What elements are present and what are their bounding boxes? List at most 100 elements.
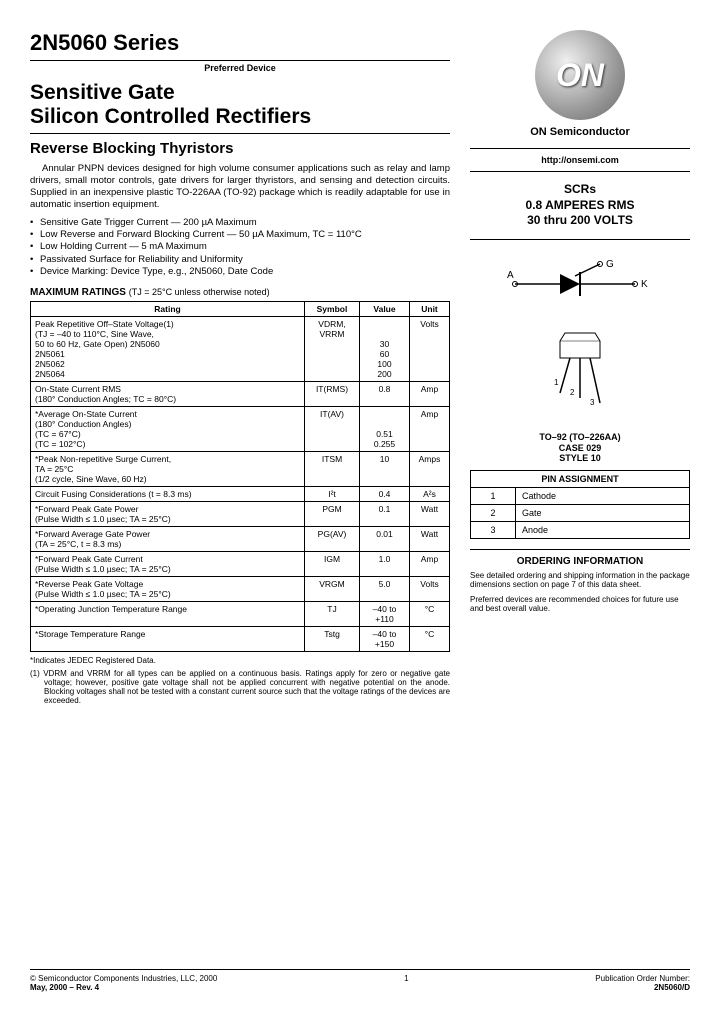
- bullet-item: Sensitive Gate Trigger Current — 200 µA …: [30, 217, 450, 229]
- pin-num: 3: [471, 522, 516, 539]
- symbol-cell: VRGM: [305, 576, 360, 601]
- value-cell: –40 to +110: [360, 601, 410, 626]
- rating-cell: *Peak Non-repetitive Surge Current, TA =…: [31, 451, 305, 486]
- page-number: 1: [404, 974, 408, 992]
- table-row: Circuit Fusing Considerations (t = 8.3 m…: [31, 486, 450, 501]
- url-link[interactable]: http://onsemi.com: [470, 148, 690, 172]
- rating-cell: *Forward Peak Gate Current (Pulse Width …: [31, 551, 305, 576]
- pkg-line3: STYLE 10: [470, 453, 690, 464]
- main-title: Sensitive Gate Silicon Controlled Rectif…: [30, 81, 450, 134]
- subtitle: Reverse Blocking Thyristors: [30, 140, 450, 157]
- unit-cell: Amp: [410, 406, 450, 451]
- rating-cell: *Reverse Peak Gate Voltage (Pulse Width …: [31, 576, 305, 601]
- left-column: 2N5060 Series Preferred Device Sensitive…: [30, 30, 450, 705]
- svg-text:2: 2: [570, 388, 575, 397]
- ratings-table: Rating Symbol Value Unit Peak Repetitive…: [30, 301, 450, 652]
- pin-header: PIN ASSIGNMENT: [471, 471, 690, 488]
- value-cell: 1.0: [360, 551, 410, 576]
- unit-cell: Watt: [410, 526, 450, 551]
- value-cell: 10: [360, 451, 410, 486]
- table-row: Peak Repetitive Off–State Voltage(1) (TJ…: [31, 316, 450, 381]
- pin-name: Cathode: [516, 488, 690, 505]
- rating-cell: *Forward Peak Gate Power (Pulse Width ≤ …: [31, 501, 305, 526]
- symbol-cell: PGM: [305, 501, 360, 526]
- logo-label: ON Semiconductor: [470, 126, 690, 138]
- cathode-label: K: [641, 279, 648, 290]
- value-cell: –40 to +150: [360, 626, 410, 651]
- ordering-text: See detailed ordering and shipping infor…: [470, 571, 690, 589]
- pub-number: 2N5060/D: [595, 983, 690, 992]
- on-logo-icon: ON: [535, 30, 625, 120]
- table-row: *Average On-State Current (180° Conducti…: [31, 406, 450, 451]
- intro-paragraph: Annular PNPN devices designed for high v…: [30, 163, 450, 211]
- svg-text:1: 1: [554, 378, 559, 387]
- symbol-cell: VDRM, VRRM: [305, 316, 360, 381]
- unit-cell: Amp: [410, 381, 450, 406]
- rating-cell: *Operating Junction Temperature Range: [31, 601, 305, 626]
- unit-cell: Amps: [410, 451, 450, 486]
- pkg-line1: TO–92 (TO–226AA): [470, 432, 690, 443]
- symbol-cell: IT(AV): [305, 406, 360, 451]
- gate-label: G: [606, 259, 614, 270]
- footnote-1: (1) VDRM and VRRM for all types can be a…: [30, 669, 450, 705]
- bullet-item: Low Holding Current — 5 mA Maximum: [30, 241, 450, 253]
- footnote-star: *Indicates JEDEC Registered Data.: [30, 656, 450, 665]
- col-rating: Rating: [31, 301, 305, 316]
- scr-symbol-diagram: A K G: [470, 254, 690, 309]
- table-row: 3Anode: [471, 522, 690, 539]
- anode-label: A: [507, 270, 514, 281]
- symbol-cell: IT(RMS): [305, 381, 360, 406]
- preferred-label: Preferred Device: [30, 63, 450, 73]
- table-row: *Forward Peak Gate Power (Pulse Width ≤ …: [31, 501, 450, 526]
- pin-table: PIN ASSIGNMENT 1Cathode 2Gate 3Anode: [470, 470, 690, 539]
- package-label: TO–92 (TO–226AA) CASE 029 STYLE 10: [470, 432, 690, 464]
- package-drawing: 1 2 3: [470, 323, 690, 418]
- table-row: *Storage Temperature RangeTstg–40 to +15…: [31, 626, 450, 651]
- value-cell: 30 60 100 200: [360, 316, 410, 381]
- unit-cell: Volts: [410, 576, 450, 601]
- unit-cell: Amp: [410, 551, 450, 576]
- symbol-cell: PG(AV): [305, 526, 360, 551]
- rating-cell: *Average On-State Current (180° Conducti…: [31, 406, 305, 451]
- col-unit: Unit: [410, 301, 450, 316]
- table-row: On-State Current RMS (180° Conduction An…: [31, 381, 450, 406]
- symbol-cell: TJ: [305, 601, 360, 626]
- symbol-cell: I²t: [305, 486, 360, 501]
- ordering-heading: ORDERING INFORMATION: [470, 549, 690, 567]
- table-row: *Forward Peak Gate Current (Pulse Width …: [31, 551, 450, 576]
- pin-num: 2: [471, 505, 516, 522]
- rating-cell: *Storage Temperature Range: [31, 626, 305, 651]
- symbol-cell: IGM: [305, 551, 360, 576]
- preferred-text: Preferred devices are recommended choice…: [470, 595, 690, 613]
- ratings-title: MAXIMUM RATINGS: [30, 287, 126, 298]
- rating-cell: Peak Repetitive Off–State Voltage(1) (TJ…: [31, 316, 305, 381]
- feature-bullets: Sensitive Gate Trigger Current — 200 µA …: [30, 217, 450, 279]
- pin-name: Gate: [516, 505, 690, 522]
- unit-cell: °C: [410, 626, 450, 651]
- table-row: *Forward Average Gate Power (TA = 25°C, …: [31, 526, 450, 551]
- rating-cell: Circuit Fusing Considerations (t = 8.3 m…: [31, 486, 305, 501]
- copyright: © Semiconductor Components Industries, L…: [30, 974, 217, 983]
- page-footer: © Semiconductor Components Industries, L…: [30, 969, 690, 992]
- pkg-line2: CASE 029: [470, 443, 690, 454]
- bullet-item: Low Reverse and Forward Blocking Current…: [30, 229, 450, 241]
- value-cell: 0.4: [360, 486, 410, 501]
- ratings-note: (TJ = 25°C unless otherwise noted): [129, 287, 270, 297]
- summary-line2: 0.8 AMPERES RMS: [470, 198, 690, 214]
- table-row: 1Cathode: [471, 488, 690, 505]
- logo-block: ON ON Semiconductor: [470, 30, 690, 138]
- summary-box: SCRs 0.8 AMPERES RMS 30 thru 200 VOLTS: [470, 182, 690, 240]
- bullet-item: Device Marking: Device Type, e.g., 2N506…: [30, 266, 450, 278]
- table-row: *Operating Junction Temperature RangeTJ–…: [31, 601, 450, 626]
- value-cell: 0.8: [360, 381, 410, 406]
- value-cell: 5.0: [360, 576, 410, 601]
- rating-cell: On-State Current RMS (180° Conduction An…: [31, 381, 305, 406]
- pin-num: 1: [471, 488, 516, 505]
- unit-cell: Watt: [410, 501, 450, 526]
- table-row: *Reverse Peak Gate Voltage (Pulse Width …: [31, 576, 450, 601]
- value-cell: 0.1: [360, 501, 410, 526]
- title-line1: Sensitive Gate: [30, 81, 175, 104]
- summary-line3: 30 thru 200 VOLTS: [470, 213, 690, 229]
- col-value: Value: [360, 301, 410, 316]
- bullet-item: Passivated Surface for Reliability and U…: [30, 254, 450, 266]
